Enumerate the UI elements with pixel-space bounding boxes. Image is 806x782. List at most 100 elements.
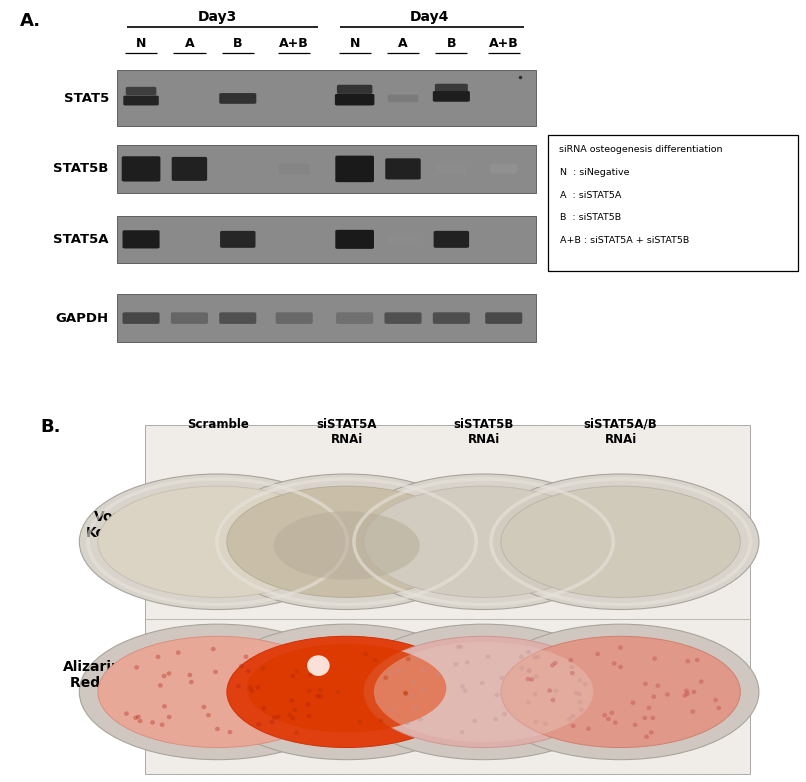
Ellipse shape [318, 694, 323, 698]
Ellipse shape [306, 714, 311, 718]
Ellipse shape [480, 681, 484, 685]
Text: Alizarin
Red S: Alizarin Red S [63, 660, 123, 691]
Ellipse shape [188, 673, 193, 677]
Ellipse shape [691, 709, 696, 714]
Ellipse shape [308, 673, 313, 677]
Ellipse shape [602, 713, 607, 717]
Ellipse shape [482, 624, 759, 759]
Ellipse shape [526, 669, 531, 673]
Ellipse shape [606, 717, 611, 721]
Text: STAT5B: STAT5B [53, 163, 109, 175]
Text: N  : siNegative: N : siNegative [560, 168, 629, 177]
Ellipse shape [305, 702, 310, 707]
Text: GAPDH: GAPDH [56, 311, 109, 325]
Ellipse shape [211, 647, 216, 651]
Ellipse shape [260, 666, 265, 670]
Text: B: B [447, 37, 456, 50]
FancyBboxPatch shape [433, 91, 470, 102]
Ellipse shape [644, 734, 649, 739]
Ellipse shape [535, 655, 540, 659]
Ellipse shape [136, 715, 141, 719]
Ellipse shape [414, 657, 419, 662]
Text: A+B: A+B [489, 37, 518, 50]
FancyBboxPatch shape [123, 95, 159, 106]
Ellipse shape [364, 637, 603, 748]
Ellipse shape [345, 474, 622, 609]
Ellipse shape [618, 665, 623, 669]
Ellipse shape [215, 726, 220, 731]
Ellipse shape [418, 717, 423, 722]
Ellipse shape [397, 669, 401, 673]
Ellipse shape [567, 717, 571, 722]
Ellipse shape [577, 692, 582, 696]
Ellipse shape [388, 671, 393, 675]
Ellipse shape [534, 674, 538, 679]
Ellipse shape [612, 662, 617, 665]
Ellipse shape [553, 689, 558, 693]
Ellipse shape [533, 692, 538, 696]
FancyBboxPatch shape [385, 158, 421, 179]
Ellipse shape [501, 637, 741, 748]
Ellipse shape [501, 486, 741, 597]
Ellipse shape [655, 683, 660, 688]
Ellipse shape [409, 694, 414, 698]
Text: A: A [185, 37, 194, 50]
Ellipse shape [390, 708, 395, 712]
Ellipse shape [455, 644, 460, 649]
Ellipse shape [547, 688, 552, 693]
Text: A+B : siSTAT5A + siSTAT5B: A+B : siSTAT5A + siSTAT5B [560, 236, 689, 246]
Bar [117, 216, 536, 264]
Ellipse shape [226, 637, 466, 748]
Ellipse shape [160, 723, 164, 727]
Ellipse shape [135, 665, 139, 669]
Text: A.: A. [20, 13, 41, 30]
Ellipse shape [273, 511, 420, 579]
FancyBboxPatch shape [548, 135, 798, 271]
Text: N: N [350, 37, 359, 50]
Text: siSTAT5A
RNAi: siSTAT5A RNAi [316, 418, 377, 446]
Ellipse shape [459, 730, 464, 734]
Text: Day4: Day4 [409, 10, 449, 24]
Ellipse shape [167, 671, 172, 676]
Ellipse shape [158, 683, 163, 687]
Text: STAT5A: STAT5A [53, 233, 109, 246]
Ellipse shape [373, 658, 378, 662]
Ellipse shape [248, 685, 253, 690]
Text: siSTAT5B
RNAi: siSTAT5B RNAi [454, 418, 513, 446]
Ellipse shape [502, 712, 507, 716]
Ellipse shape [527, 669, 532, 673]
Ellipse shape [485, 654, 490, 658]
FancyBboxPatch shape [122, 156, 160, 181]
Ellipse shape [291, 716, 296, 720]
Ellipse shape [364, 486, 603, 597]
FancyBboxPatch shape [279, 163, 310, 174]
Text: B.: B. [40, 418, 60, 436]
FancyBboxPatch shape [126, 87, 156, 95]
Ellipse shape [526, 650, 531, 655]
Ellipse shape [665, 692, 670, 697]
Ellipse shape [124, 712, 129, 716]
Ellipse shape [579, 708, 584, 712]
Ellipse shape [247, 644, 447, 733]
Ellipse shape [574, 691, 579, 695]
FancyBboxPatch shape [123, 312, 160, 324]
Ellipse shape [643, 682, 648, 686]
Ellipse shape [685, 659, 690, 663]
FancyBboxPatch shape [337, 84, 372, 94]
Ellipse shape [290, 674, 295, 678]
Ellipse shape [384, 676, 388, 680]
Ellipse shape [315, 694, 320, 698]
Bar [117, 145, 536, 192]
Ellipse shape [569, 665, 574, 669]
Ellipse shape [578, 678, 583, 683]
Text: A: A [398, 37, 408, 50]
FancyBboxPatch shape [172, 157, 207, 181]
Ellipse shape [571, 723, 575, 728]
Ellipse shape [526, 701, 530, 705]
FancyBboxPatch shape [384, 312, 422, 324]
Ellipse shape [376, 700, 380, 705]
FancyBboxPatch shape [276, 312, 313, 324]
Ellipse shape [206, 713, 211, 717]
Ellipse shape [79, 624, 356, 759]
Ellipse shape [583, 682, 588, 687]
